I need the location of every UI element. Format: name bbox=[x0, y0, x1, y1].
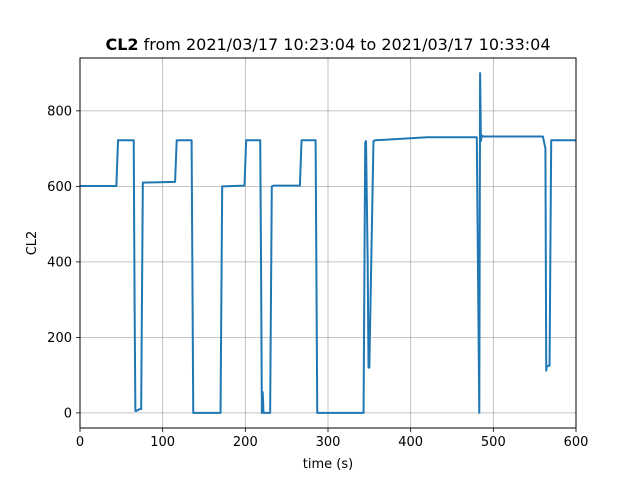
y-tick-label: 200 bbox=[47, 331, 72, 346]
chart-title: CL2 from 2021/03/17 10:23:04 to 2021/03/… bbox=[105, 35, 550, 54]
x-tick-label: 300 bbox=[316, 435, 341, 450]
grid-lines bbox=[79, 58, 577, 428]
x-axis-ticks: 0 100 200 300 400 500 600 bbox=[76, 428, 589, 450]
y-axis-label: CL2 bbox=[25, 231, 40, 256]
cl2-series-line bbox=[80, 72, 576, 414]
x-tick-label: 100 bbox=[150, 435, 175, 450]
x-tick-label: 500 bbox=[481, 435, 506, 450]
y-axis-ticks: 0 200 400 600 800 bbox=[47, 104, 80, 421]
chart-title-rest: from 2021/03/17 10:23:04 to 2021/03/17 1… bbox=[139, 35, 551, 54]
x-tick-label: 200 bbox=[233, 435, 258, 450]
chart-title-bold: CL2 bbox=[105, 35, 138, 54]
y-tick-label: 0 bbox=[64, 406, 72, 421]
x-axis-label: time (s) bbox=[303, 457, 353, 472]
x-tick-label: 600 bbox=[564, 435, 589, 450]
y-tick-label: 400 bbox=[47, 255, 72, 270]
y-tick-label: 800 bbox=[47, 104, 72, 119]
y-tick-label: 600 bbox=[47, 180, 72, 195]
x-tick-label: 400 bbox=[398, 435, 423, 450]
x-tick-label: 0 bbox=[76, 435, 84, 450]
